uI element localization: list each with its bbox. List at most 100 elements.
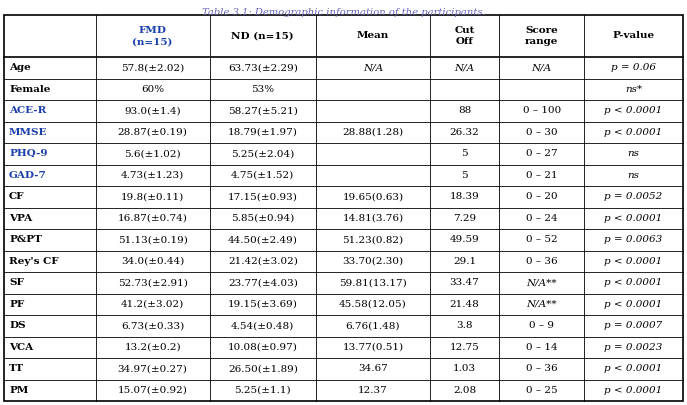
Text: ACE-R: ACE-R [9,106,47,115]
Text: p < 0.0001: p < 0.0001 [605,364,662,373]
Text: 57.8(±2.02): 57.8(±2.02) [121,63,184,72]
Text: 26.32: 26.32 [450,128,480,137]
Text: 26.50(±1.89): 26.50(±1.89) [228,364,297,373]
Text: 33.70(2.30): 33.70(2.30) [342,257,403,266]
Text: 13.77(0.51): 13.77(0.51) [342,343,403,352]
Text: 4.54(±0.48): 4.54(±0.48) [231,321,294,330]
Text: 41.2(±3.02): 41.2(±3.02) [121,300,184,309]
Text: 34.97(±0.27): 34.97(±0.27) [117,364,188,373]
Text: 0 – 36: 0 – 36 [526,364,558,373]
Text: 52.73(±2.91): 52.73(±2.91) [117,278,188,287]
Text: FMD
(n=15): FMD (n=15) [133,26,173,46]
Text: Age: Age [9,63,31,72]
Text: ND (n=15): ND (n=15) [232,32,294,40]
Text: 44.50(±2.49): 44.50(±2.49) [228,235,297,244]
Text: 45.58(12.05): 45.58(12.05) [339,300,407,309]
Text: 63.73(±2.29): 63.73(±2.29) [228,63,297,72]
Text: 10.08(±0.97): 10.08(±0.97) [228,343,297,352]
Text: 18.39: 18.39 [450,192,480,201]
Text: 2.08: 2.08 [453,386,476,395]
Text: 28.88(1.28): 28.88(1.28) [342,128,403,137]
Text: CF: CF [9,192,25,201]
Text: Cut
Off: Cut Off [454,26,475,46]
Text: 1.03: 1.03 [453,364,476,373]
Text: 0 – 30: 0 – 30 [526,128,558,137]
Text: 19.65(0.63): 19.65(0.63) [342,192,403,201]
Text: p = 0.0063: p = 0.0063 [605,235,662,244]
Text: p = 0.0052: p = 0.0052 [605,192,662,201]
Text: 5: 5 [461,149,468,158]
Text: p < 0.0001: p < 0.0001 [605,214,662,223]
Text: 12.75: 12.75 [450,343,480,352]
Text: 0 – 100: 0 – 100 [523,106,561,115]
Text: 0 – 24: 0 – 24 [526,214,558,223]
Text: 19.15(±3.69): 19.15(±3.69) [228,300,297,309]
Text: 34.67: 34.67 [358,364,387,373]
Text: p < 0.0001: p < 0.0001 [605,278,662,287]
Text: 6.76(1.48): 6.76(1.48) [346,321,400,330]
Text: 16.87(±0.74): 16.87(±0.74) [117,214,188,223]
Text: PM: PM [9,386,28,395]
Text: 15.07(±0.92): 15.07(±0.92) [117,386,188,395]
Text: 17.15(±0.93): 17.15(±0.93) [228,192,297,201]
Text: VPA: VPA [9,214,32,223]
Text: P-value: P-value [612,32,655,40]
Text: 5.25(±2.04): 5.25(±2.04) [231,149,294,158]
Text: 4.73(±1.23): 4.73(±1.23) [121,171,184,180]
Text: 0 – 21: 0 – 21 [526,171,558,180]
Text: 3.8: 3.8 [456,321,473,330]
Text: Table 3.1: Demographic information of the participants.: Table 3.1: Demographic information of th… [202,8,485,17]
Text: ns*: ns* [624,85,642,94]
Text: 0 – 27: 0 – 27 [526,149,558,158]
Text: 13.2(±0.2): 13.2(±0.2) [124,343,181,352]
Text: 7.29: 7.29 [453,214,476,223]
Text: 58.27(±5.21): 58.27(±5.21) [228,106,297,115]
Text: VCA: VCA [9,343,33,352]
Text: 5.25(±1.1): 5.25(±1.1) [234,386,291,395]
Text: N/A: N/A [455,63,475,72]
Text: 34.0(±0.44): 34.0(±0.44) [121,257,184,266]
Text: 0 – 52: 0 – 52 [526,235,558,244]
Text: 0 – 14: 0 – 14 [526,343,558,352]
Text: p = 0.06: p = 0.06 [611,63,656,72]
Text: MMSE: MMSE [9,128,47,137]
Text: p = 0.0007: p = 0.0007 [605,321,662,330]
Text: 0 – 9: 0 – 9 [529,321,554,330]
Text: 53%: 53% [251,85,274,94]
Text: p < 0.0001: p < 0.0001 [605,128,662,137]
Text: GAD-7: GAD-7 [9,171,47,180]
Text: 21.48: 21.48 [450,300,480,309]
Text: Mean: Mean [357,32,389,40]
Text: 59.81(13.17): 59.81(13.17) [339,278,407,287]
Text: 0 – 25: 0 – 25 [526,386,558,395]
Text: p < 0.0001: p < 0.0001 [605,386,662,395]
Text: 51.13(±0.19): 51.13(±0.19) [117,235,188,244]
Text: p < 0.0001: p < 0.0001 [605,106,662,115]
Text: 93.0(±1.4): 93.0(±1.4) [124,106,181,115]
Text: 5.6(±1.02): 5.6(±1.02) [124,149,181,158]
Text: 33.47: 33.47 [450,278,480,287]
Text: N/A: N/A [532,63,552,72]
Text: N/A**: N/A** [526,278,557,287]
Text: N/A: N/A [363,63,383,72]
Text: p = 0.0023: p = 0.0023 [605,343,662,352]
Text: 51.23(0.82): 51.23(0.82) [342,235,403,244]
Text: N/A**: N/A** [526,300,557,309]
Text: PF: PF [9,300,24,309]
Text: Score
range: Score range [525,26,559,46]
Text: ns: ns [627,149,640,158]
Text: 60%: 60% [141,85,164,94]
Text: P&PT: P&PT [9,235,42,244]
Text: Rey's CF: Rey's CF [9,257,58,266]
Text: PHQ-9: PHQ-9 [9,149,47,158]
Text: TT: TT [9,364,24,373]
Text: 49.59: 49.59 [450,235,480,244]
Text: 12.37: 12.37 [358,386,387,395]
Text: 18.79(±1.97): 18.79(±1.97) [228,128,297,137]
Text: 29.1: 29.1 [453,257,476,266]
Text: SF: SF [9,278,24,287]
Text: p < 0.0001: p < 0.0001 [605,300,662,309]
Text: 0 – 36: 0 – 36 [526,257,558,266]
Text: 5: 5 [461,171,468,180]
Text: DS: DS [9,321,25,330]
